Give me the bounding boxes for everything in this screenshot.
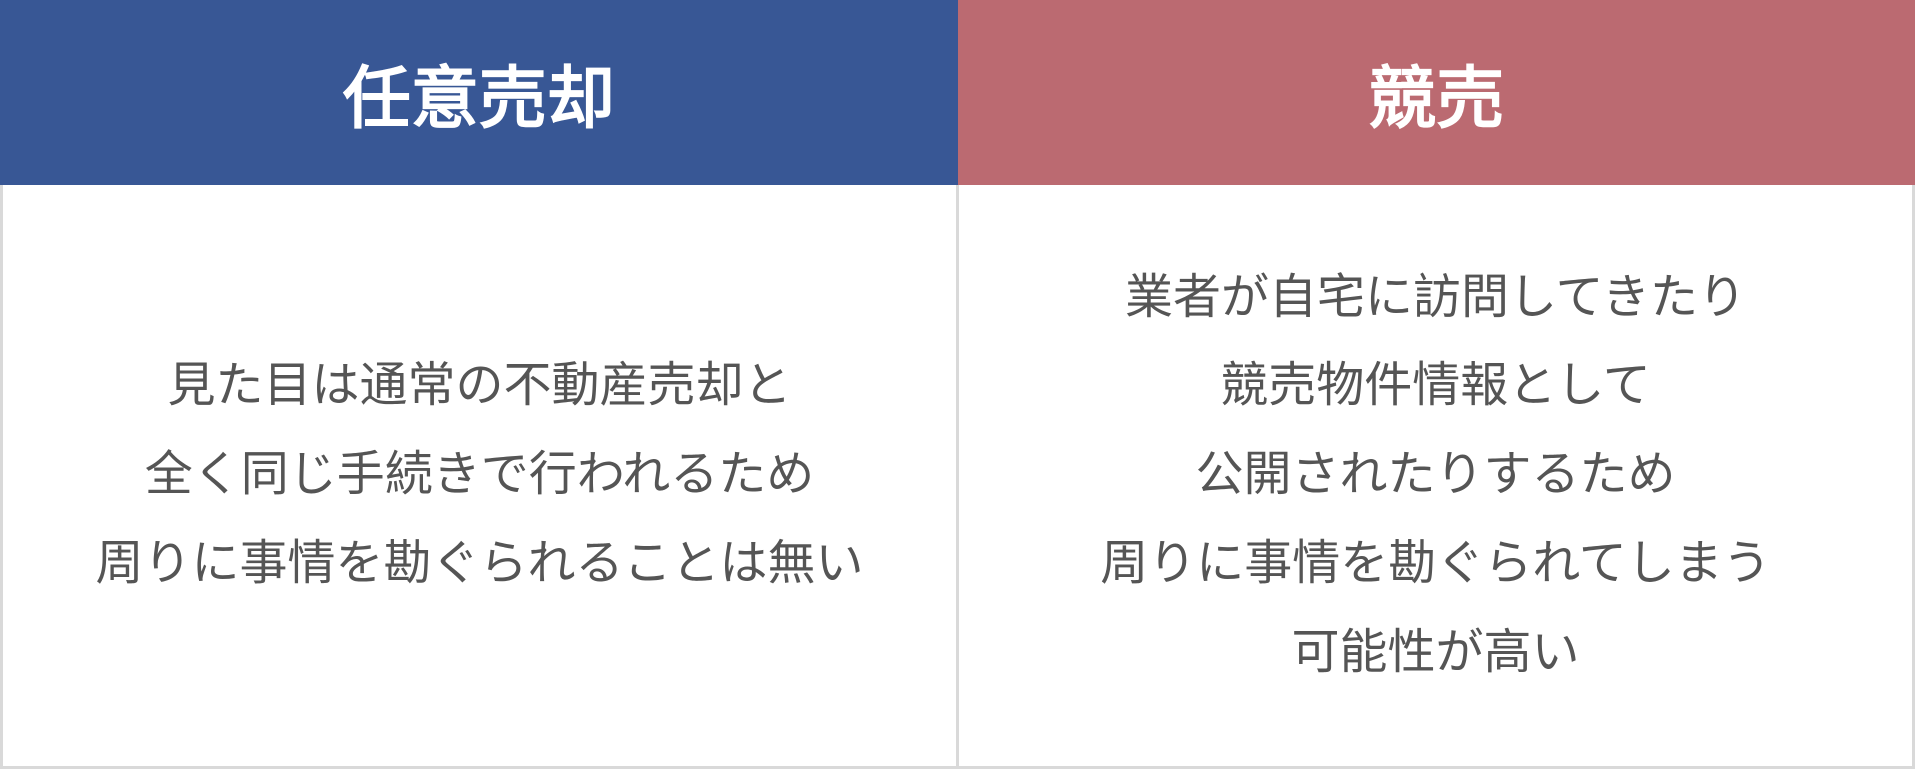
comparison-table: 任意売却 競売 見た目は通常の不動産売却と 全く同じ手続きで行われるため 周りに… [0, 0, 1915, 769]
body-cell-right: 業者が自宅に訪問してきたり 競売物件情報として 公開されたりするため 周りに事情… [959, 185, 1915, 769]
header-cell-right: 競売 [958, 0, 1915, 185]
header-label-left: 任意売却 [343, 43, 615, 142]
body-line: 公開されたりするため [1195, 431, 1675, 520]
body-row: 見た目は通常の不動産売却と 全く同じ手続きで行われるため 周りに事情を勘ぐられる… [0, 185, 1915, 769]
body-line: 競売物件情報として [1220, 342, 1651, 431]
header-label-right: 競売 [1368, 43, 1504, 142]
body-line: 全く同じ手続きで行われるため [145, 431, 815, 520]
body-line: 可能性が高い [1291, 609, 1579, 698]
body-line: 見た目は通常の不動産売却と [167, 342, 791, 431]
header-row: 任意売却 競売 [0, 0, 1915, 185]
body-line: 周りに事情を勘ぐられることは無い [95, 520, 863, 609]
body-cell-left: 見た目は通常の不動産売却と 全く同じ手続きで行われるため 周りに事情を勘ぐられる… [0, 185, 959, 769]
body-line: 業者が自宅に訪問してきたり [1125, 254, 1746, 343]
body-line: 周りに事情を勘ぐられてしまう [1100, 520, 1771, 609]
header-cell-left: 任意売却 [0, 0, 958, 185]
